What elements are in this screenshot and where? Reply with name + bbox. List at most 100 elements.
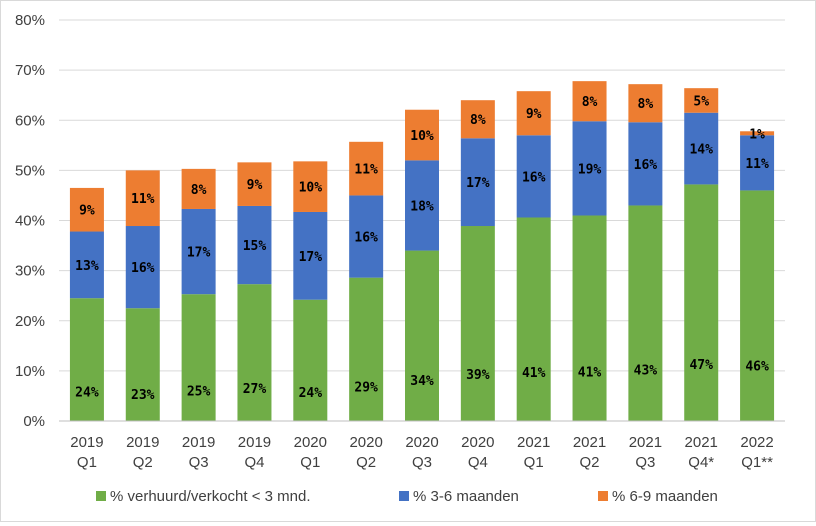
- bar-segment: [460, 226, 495, 421]
- x-tick-label: Q3: [635, 454, 655, 471]
- data-label: 10%: [410, 129, 434, 144]
- data-label: 17%: [466, 176, 490, 191]
- bar-segment: [572, 215, 607, 421]
- x-tick-label: 2021: [685, 434, 718, 451]
- bar-segment: [684, 184, 719, 421]
- bar-segment: [516, 91, 551, 136]
- data-label: 13%: [75, 259, 99, 274]
- data-label: 16%: [522, 170, 546, 185]
- y-tick-label: 20%: [15, 313, 45, 330]
- bar-segment: [69, 231, 104, 299]
- x-tick-label: Q2: [356, 454, 376, 471]
- data-label: 41%: [578, 366, 602, 381]
- data-label: 15%: [243, 239, 267, 254]
- bar-segment: [628, 122, 663, 206]
- data-label: 9%: [79, 204, 95, 219]
- x-tick-label: 2021: [517, 434, 550, 451]
- data-label: 25%: [187, 385, 211, 400]
- bar-segment: [405, 109, 439, 161]
- bar-segment: [628, 84, 663, 123]
- legend: % verhuurd/verkocht < 3 mnd. % 3-6 maande…: [96, 488, 718, 505]
- bar-segment: [628, 205, 663, 421]
- data-label: 1%: [749, 127, 765, 142]
- x-tick-label: Q1: [300, 454, 320, 471]
- bar-segment: [181, 168, 216, 209]
- bar-segment: [684, 88, 719, 113]
- x-tick-label: 2020: [461, 434, 494, 451]
- x-tick-label: 2022: [740, 434, 773, 451]
- data-label: 9%: [526, 107, 542, 122]
- data-label: 9%: [247, 178, 263, 193]
- y-tick-label: 40%: [15, 213, 45, 230]
- data-label: 39%: [466, 368, 490, 383]
- data-label: 46%: [745, 360, 769, 375]
- bar-segment: [69, 187, 104, 232]
- bar-segment: [349, 277, 384, 421]
- legend-swatch: [96, 491, 106, 501]
- x-tick-label: 2019: [238, 434, 271, 451]
- bar-segment: [181, 208, 216, 295]
- data-label: 5%: [693, 94, 709, 109]
- bar-segment: [516, 217, 551, 421]
- data-label: 17%: [187, 246, 211, 261]
- data-label: 14%: [689, 143, 713, 158]
- x-tick-label: Q3: [189, 454, 209, 471]
- bar-segment: [405, 250, 439, 421]
- bar-segment: [349, 141, 384, 196]
- data-label: 11%: [745, 157, 769, 172]
- bar-segment: [460, 138, 495, 227]
- bar-segment: [125, 226, 160, 309]
- bar-segment: [293, 161, 328, 212]
- y-tick-label: 70%: [15, 62, 45, 79]
- bar-segment: [405, 160, 439, 251]
- legend-label: % 3-6 maanden: [413, 488, 519, 505]
- x-tick-label: 2021: [629, 434, 662, 451]
- x-tick-label: 2020: [405, 434, 438, 451]
- data-label: 17%: [299, 250, 323, 265]
- data-label: 27%: [243, 382, 267, 397]
- legend-label: % verhuurd/verkocht < 3 mnd.: [110, 488, 311, 505]
- y-tick-label: 60%: [15, 112, 45, 129]
- data-label: 24%: [75, 386, 99, 401]
- bar-segment: [349, 195, 384, 278]
- data-label: 43%: [634, 363, 658, 378]
- data-label: 34%: [410, 374, 434, 389]
- bar-segment: [237, 284, 272, 421]
- bar-segment: [125, 170, 160, 227]
- bar-segment: [516, 135, 551, 218]
- data-label: 16%: [131, 261, 155, 276]
- y-tick-label: 0%: [23, 413, 45, 430]
- data-label: 19%: [578, 162, 602, 177]
- x-tick-label: 2019: [70, 434, 103, 451]
- bar-segment: [293, 299, 328, 421]
- x-axis-ticks: 2019 Q1 2019 Q2 2019 Q3 2019 Q4 2020 Q1 2020 Q2 2020…: [70, 434, 774, 471]
- x-tick-label: Q1**: [741, 454, 773, 471]
- bar-segment: [181, 294, 216, 421]
- bar-segment: [293, 211, 328, 300]
- x-tick-label: Q3: [412, 454, 432, 471]
- data-label: 41%: [522, 366, 546, 381]
- bar-segment: [740, 131, 775, 136]
- data-label: 10%: [299, 181, 323, 196]
- x-tick-label: 2020: [349, 434, 382, 451]
- legend-swatch: [598, 491, 608, 501]
- bar-segment: [572, 121, 607, 216]
- data-label: 8%: [470, 113, 486, 128]
- bar-segment: [740, 135, 775, 191]
- x-tick-label: 2019: [126, 434, 159, 451]
- y-axis-ticks: 0% 10% 20% 30% 40% 50% 60% 70% 80%: [15, 12, 45, 430]
- data-label: 16%: [634, 158, 658, 173]
- bar-segment: [69, 298, 104, 421]
- y-tick-label: 10%: [15, 363, 45, 380]
- bar-segment: [237, 205, 272, 285]
- bar-segment: [460, 100, 495, 139]
- legend-label: % 6-9 maanden: [612, 488, 718, 505]
- x-tick-label: 2019: [182, 434, 215, 451]
- y-tick-label: 80%: [15, 12, 45, 29]
- x-tick-label: Q2: [580, 454, 600, 471]
- bar-segment: [684, 112, 719, 185]
- y-tick-label: 50%: [15, 162, 45, 179]
- data-label: 8%: [191, 183, 207, 198]
